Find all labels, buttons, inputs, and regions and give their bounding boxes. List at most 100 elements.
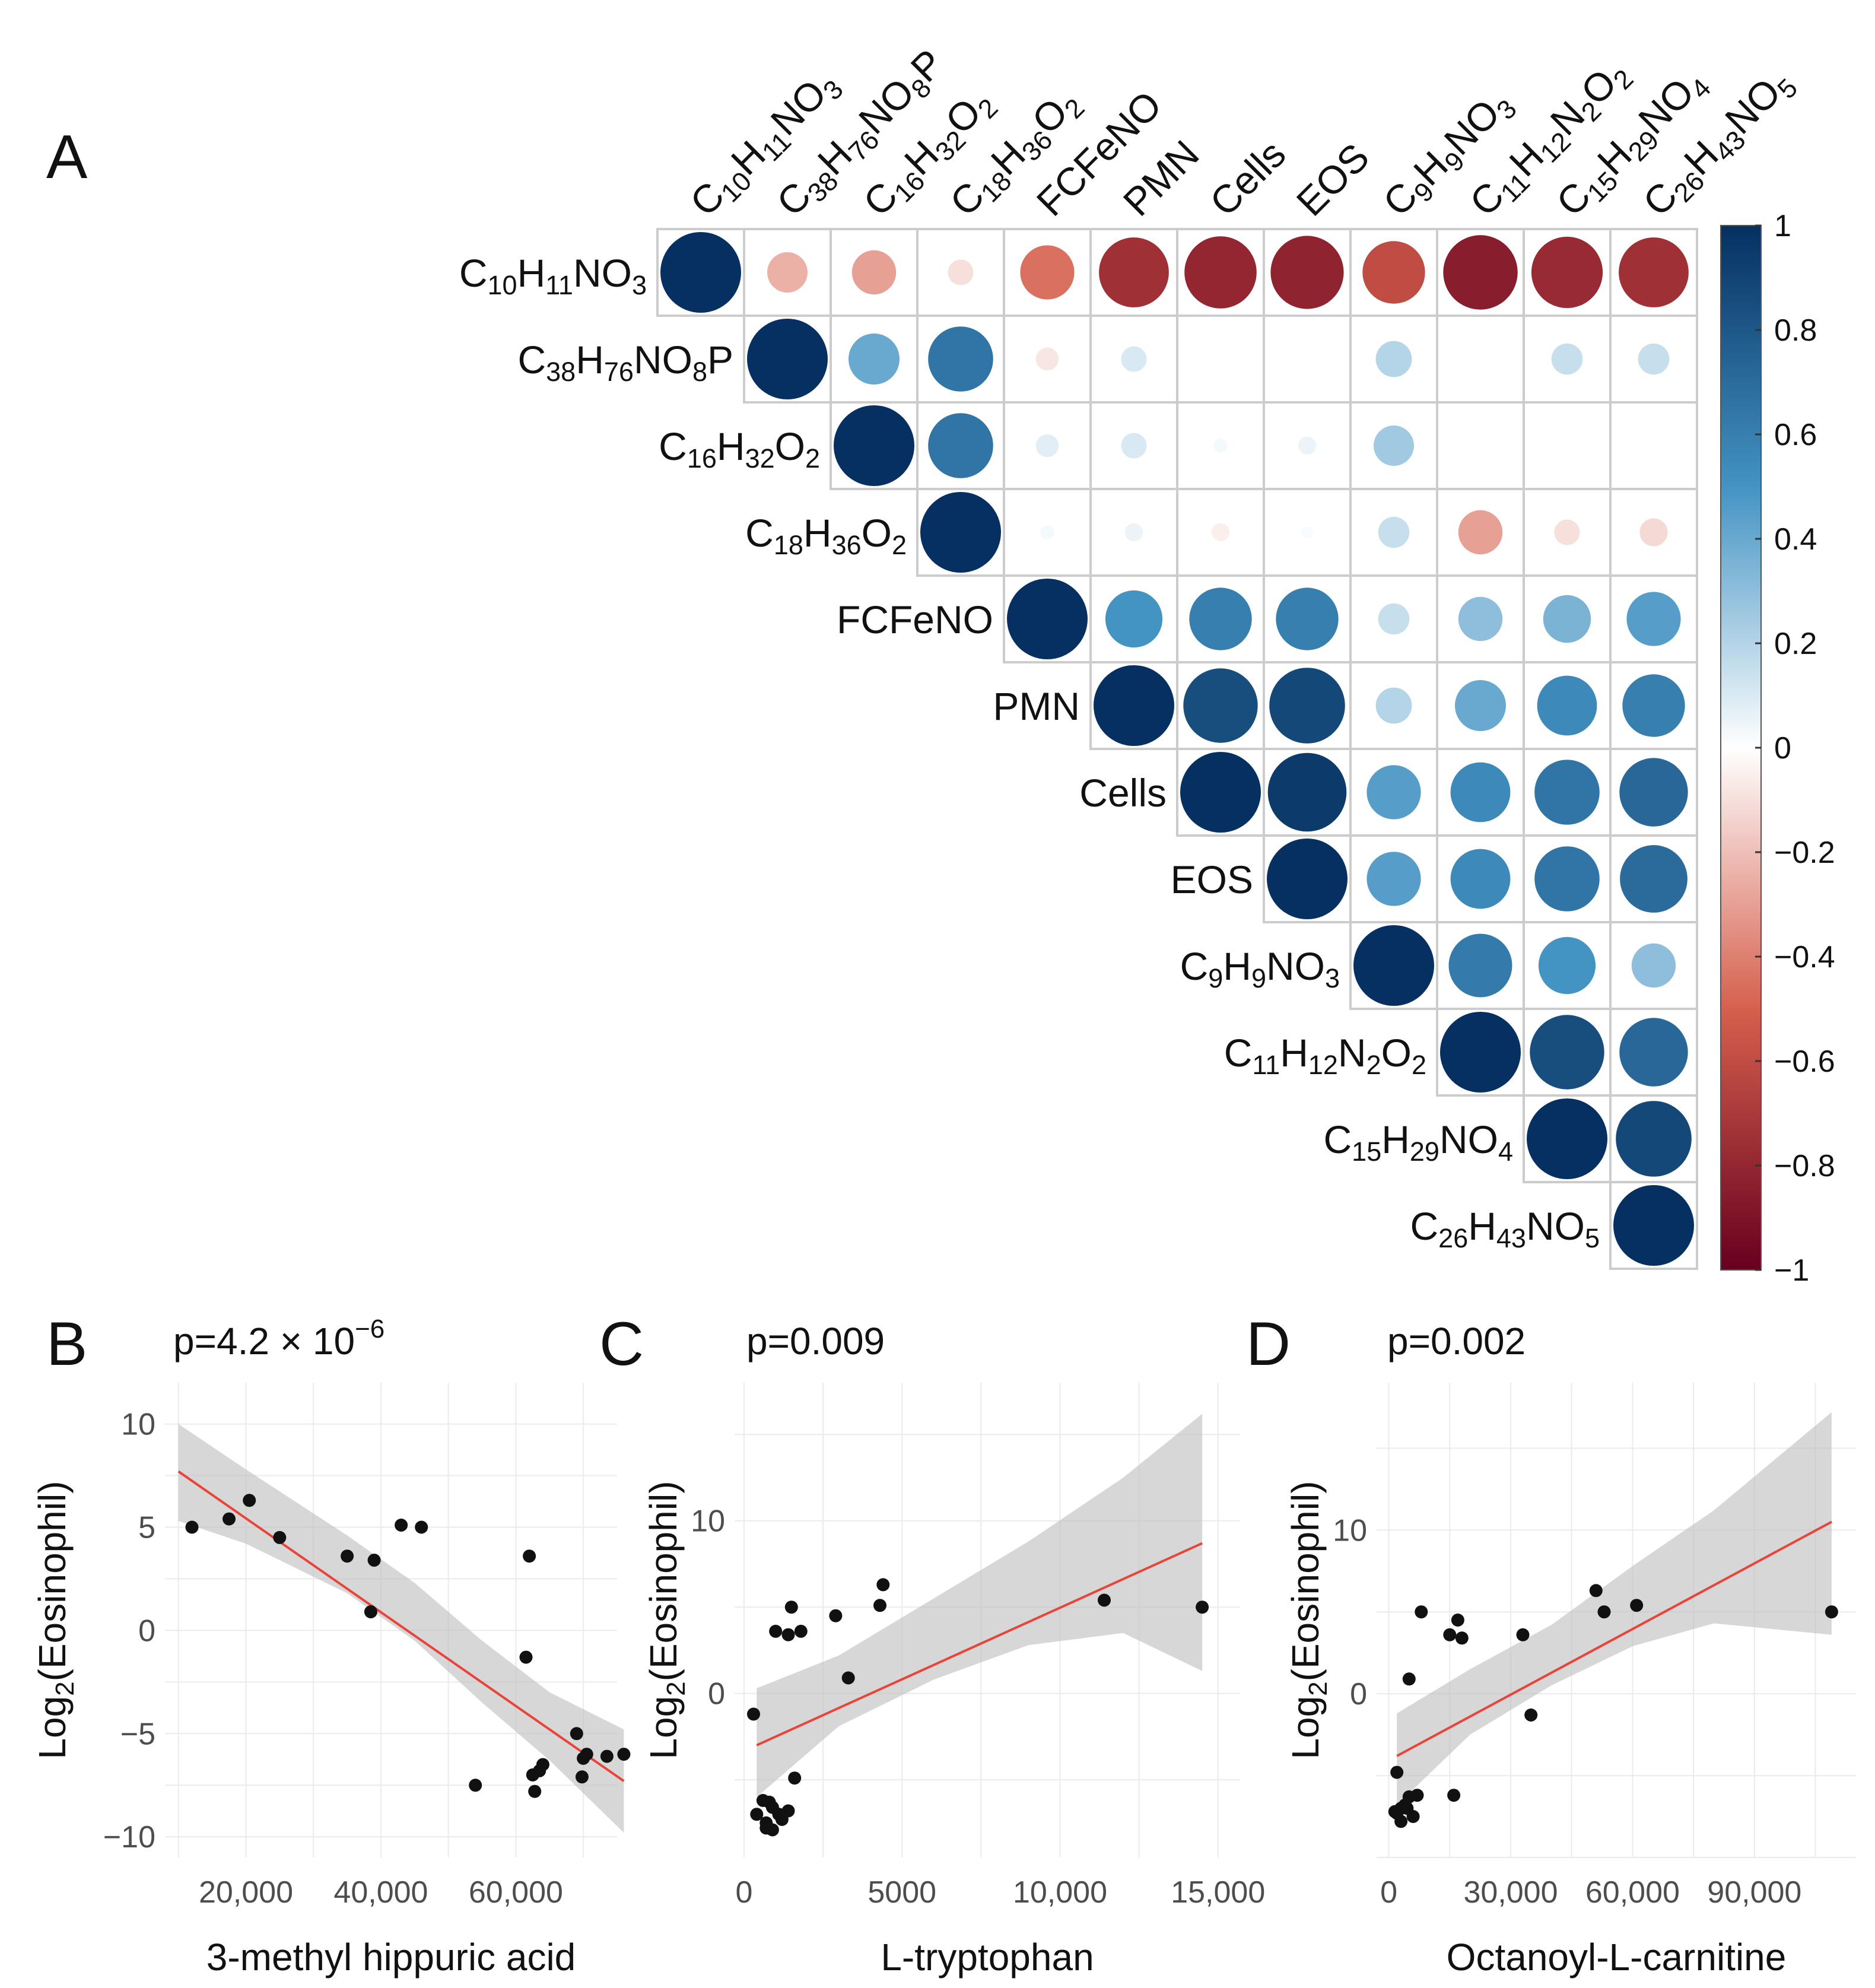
data-point-9 xyxy=(1098,1593,1111,1607)
label-part-row2-2: 32 xyxy=(745,443,775,474)
label-part-row1-5: P xyxy=(707,338,733,382)
corr-circle-1-2 xyxy=(848,334,900,385)
data-point-21 xyxy=(1400,1802,1414,1815)
row-label-1: C38H76NO8P xyxy=(517,338,733,387)
label-part-row8-1: H xyxy=(1223,944,1251,988)
data-point-4 xyxy=(1455,1631,1469,1645)
corr-circle-4-6 xyxy=(1189,587,1252,650)
data-point-10 xyxy=(1825,1605,1838,1619)
label-base-row0: C xyxy=(459,251,488,295)
corr-circle-2-2 xyxy=(834,405,914,486)
corr-circle-0-3 xyxy=(948,259,974,285)
label-part-row3-0: 18 xyxy=(774,530,803,560)
y-tick-label-1: 10 xyxy=(691,1504,725,1539)
data-point-15 xyxy=(528,1784,542,1798)
data-point-3 xyxy=(273,1530,287,1544)
corr-circle-9-11 xyxy=(1619,1018,1688,1087)
corr-circle-8-8 xyxy=(1353,925,1434,1006)
corr-cell-1-7 xyxy=(1263,315,1352,404)
panel-letter-b: B xyxy=(46,1310,87,1379)
corr-circle-5-8 xyxy=(1375,687,1412,724)
corr-cell-1-9 xyxy=(1436,315,1525,404)
row-label-7: EOS xyxy=(1171,858,1253,901)
data-point-9 xyxy=(1630,1599,1644,1612)
data-point-2 xyxy=(781,1628,795,1641)
x-tick-label-0: 0 xyxy=(736,1875,753,1910)
data-point-8 xyxy=(415,1520,428,1534)
corr-circle-0-5 xyxy=(1099,237,1169,307)
panel-letter-d: D xyxy=(1246,1310,1291,1379)
data-point-4 xyxy=(794,1624,808,1638)
corr-circle-3-9 xyxy=(1458,510,1503,555)
colorbar: 1 0.8 0.6 0.4 0.2 0 −0.2 −0.4 −0.6 −0.8 −1 xyxy=(1720,209,1835,1288)
corr-circle-0-0 xyxy=(660,232,741,313)
y-tick-label-2: 0 xyxy=(138,1614,155,1648)
data-point-20 xyxy=(1447,1789,1461,1802)
row-label-3: C18H36O2 xyxy=(745,511,907,560)
label-part-row2-1: H xyxy=(717,424,745,468)
row-label-8: C9H9NO3 xyxy=(1180,944,1340,993)
y-tick-label-0: −10 xyxy=(103,1820,155,1854)
data-point-8 xyxy=(1597,1605,1611,1619)
col-label-7: EOS xyxy=(1288,135,1378,224)
data-point-2 xyxy=(243,1494,256,1507)
data-point-10 xyxy=(1196,1600,1209,1614)
corr-circle-0-6 xyxy=(1184,236,1257,309)
corr-circle-10-11 xyxy=(1616,1101,1692,1177)
corr-cell-1-2 xyxy=(830,315,919,404)
label-base-row4: FCFeNO xyxy=(837,598,993,642)
colorbar-tick-label-8: −0.6 xyxy=(1774,1044,1835,1079)
label-part-row1-2: 76 xyxy=(604,357,634,387)
label-part-row9-3: N xyxy=(1338,1031,1366,1075)
label-part-row2-3: O xyxy=(775,424,805,468)
x-tick-label-2: 60,000 xyxy=(1585,1875,1680,1910)
label-part-row0-0: 10 xyxy=(488,270,517,300)
p-value: p=4.2 × 10−6 xyxy=(173,1314,384,1363)
corr-circle-4-10 xyxy=(1543,595,1591,643)
y-axis-label: Log2(Eosinophil) xyxy=(31,1481,80,1759)
corr-circle-4-8 xyxy=(1378,603,1410,635)
row-label-10: C15H29NO4 xyxy=(1324,1117,1514,1167)
y-tick-label-4: 10 xyxy=(121,1408,155,1442)
corr-circle-1-3 xyxy=(928,326,993,392)
label-part-row10-4: 4 xyxy=(1498,1136,1513,1167)
label-part-row10-1: H xyxy=(1381,1117,1410,1161)
corr-circle-4-9 xyxy=(1458,596,1503,642)
label-base-col6: Cells xyxy=(1202,132,1294,224)
y-tick-label-0: 0 xyxy=(1350,1677,1367,1711)
corr-circle-10-10 xyxy=(1527,1098,1607,1179)
panel-letter-a: A xyxy=(46,123,88,192)
y-axis-label: Log2(Eosinophil) xyxy=(642,1481,691,1759)
corr-circle-3-6 xyxy=(1211,523,1230,542)
x-tick-label-3: 90,000 xyxy=(1707,1875,1801,1910)
corr-circle-2-3 xyxy=(928,413,993,478)
corr-circle-0-4 xyxy=(1020,245,1075,300)
corr-circle-4-5 xyxy=(1105,590,1163,648)
label-part-row9-2: 12 xyxy=(1308,1050,1338,1080)
label-part-row8-2: 9 xyxy=(1251,963,1266,993)
label-part-row10-2: 29 xyxy=(1410,1136,1439,1167)
x-tick-label-2: 60,000 xyxy=(469,1875,563,1910)
label-part-row9-6: 2 xyxy=(1412,1050,1426,1080)
label-part-row1-3: NO xyxy=(634,338,692,382)
corr-circle-2-4 xyxy=(1035,434,1059,458)
row-label-9: C11H12N2O2 xyxy=(1224,1031,1426,1080)
label-part-row11-2: 43 xyxy=(1496,1223,1526,1253)
corr-circle-6-6 xyxy=(1180,752,1261,833)
label-base-row5: PMN xyxy=(993,684,1080,728)
scatter-plot-d: 0 30,000 60,000 90,000 0 10 Octanoyl-L-carniti… xyxy=(1284,1320,1856,1979)
label-part-row1-0: 38 xyxy=(546,357,576,387)
corr-circle-0-2 xyxy=(851,250,897,295)
colorbar-tick-label-7: −0.4 xyxy=(1774,940,1835,974)
p-value: p=0.009 xyxy=(746,1320,885,1363)
label-base-row1: C xyxy=(517,338,546,382)
label-part-row3-4: 2 xyxy=(892,530,907,560)
corr-circle-0-11 xyxy=(1619,237,1689,307)
x-axis-label: L-tryptophan xyxy=(881,1936,1094,1979)
data-point-16 xyxy=(1410,1789,1424,1802)
corr-circle-4-4 xyxy=(1007,579,1088,659)
data-point-2 xyxy=(1443,1628,1457,1641)
label-part-row9-1: H xyxy=(1280,1031,1308,1075)
col-label-group-7: EOS xyxy=(1288,135,1378,224)
